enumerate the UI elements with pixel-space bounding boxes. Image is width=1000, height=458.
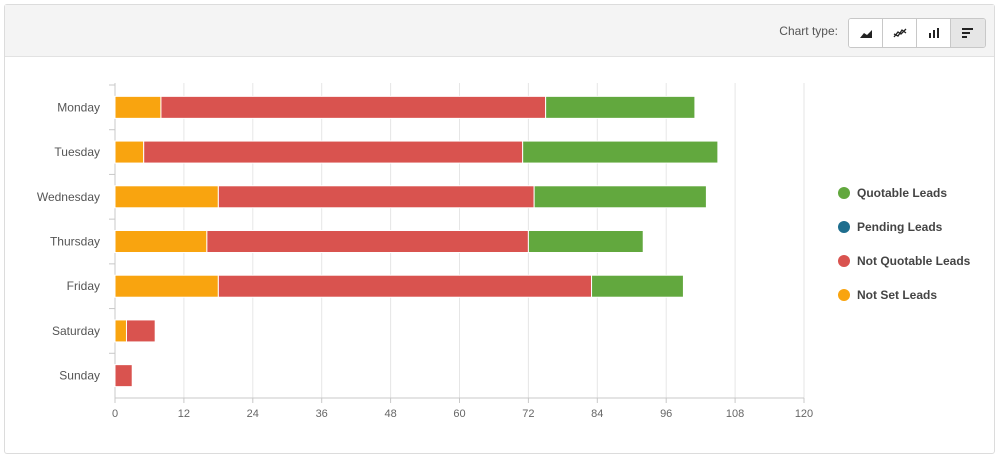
bar-segment xyxy=(591,274,684,298)
category-label: Monday xyxy=(57,100,100,114)
legend-label: Not Quotable Leads xyxy=(857,254,971,268)
category-label: Thursday xyxy=(50,235,100,249)
bar-chart-icon xyxy=(962,28,973,38)
bar-segment xyxy=(522,140,719,164)
x-tick-label: 48 xyxy=(384,408,396,420)
legend-marker xyxy=(838,289,850,301)
bar-segment xyxy=(125,319,156,343)
column-chart-icon xyxy=(928,28,939,38)
bar-segment xyxy=(545,95,696,119)
chart-panel: Chart type: xyxy=(4,4,995,454)
area-chart-button[interactable] xyxy=(849,19,883,47)
bar-chart-button[interactable] xyxy=(951,19,985,47)
line-chart-button[interactable] xyxy=(883,19,917,47)
bar-segment xyxy=(114,364,133,388)
category-label: Saturday xyxy=(52,324,100,338)
category-label: Wednesday xyxy=(37,190,100,204)
category-label: Tuesday xyxy=(54,145,100,159)
chart-toolbar: Chart type: xyxy=(5,5,994,57)
x-tick-label: 96 xyxy=(660,408,672,420)
bar-segment xyxy=(143,140,524,164)
line-chart-icon xyxy=(892,28,906,38)
bar-segment xyxy=(114,230,208,253)
legend-marker xyxy=(838,255,850,267)
x-tick-label: 72 xyxy=(522,408,534,420)
category-label: Sunday xyxy=(59,369,100,383)
bar-segment xyxy=(114,95,162,119)
bar-segment xyxy=(217,274,593,298)
legend-marker xyxy=(838,187,850,199)
bar-segment xyxy=(114,185,219,209)
chart-type-label: Chart type: xyxy=(779,24,838,38)
x-tick-label: 120 xyxy=(795,408,813,420)
legend-label: Pending Leads xyxy=(857,220,943,234)
bar-segment xyxy=(217,185,535,209)
bar-segment xyxy=(114,140,145,164)
x-tick-label: 12 xyxy=(178,408,190,420)
x-tick-label: 0 xyxy=(112,408,118,420)
chart-type-switcher xyxy=(848,18,986,48)
x-tick-label: 84 xyxy=(591,408,603,420)
legend-label: Quotable Leads xyxy=(857,186,947,200)
x-tick-label: 36 xyxy=(316,408,328,420)
bar-segment xyxy=(206,230,529,253)
bar-segment xyxy=(160,95,547,119)
area-chart-icon xyxy=(859,30,872,38)
category-label: Friday xyxy=(67,279,100,293)
bar-segment xyxy=(533,185,707,209)
bar-segment xyxy=(114,319,127,343)
x-tick-label: 60 xyxy=(453,408,465,420)
bar-segment xyxy=(114,274,219,298)
bar-segment xyxy=(527,230,644,253)
legend-label: Not Set Leads xyxy=(857,288,937,302)
column-chart-button[interactable] xyxy=(917,19,951,47)
x-tick-label: 108 xyxy=(726,408,744,420)
x-tick-label: 24 xyxy=(247,408,259,420)
legend-marker xyxy=(838,221,850,233)
